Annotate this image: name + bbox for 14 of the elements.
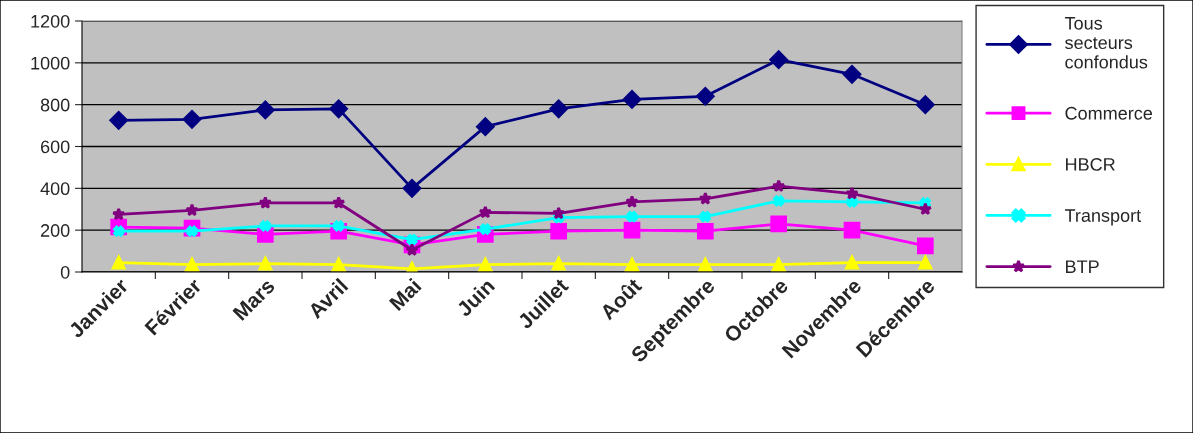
y-tick-label: 1000 xyxy=(31,56,70,70)
y-tick-label: 400 xyxy=(40,182,70,196)
y-tick-label: 1200 xyxy=(31,14,70,28)
y-tick-label: 600 xyxy=(40,140,70,154)
legend-label: BTP xyxy=(1066,260,1099,273)
legend-label: Transport xyxy=(1064,209,1142,226)
legend-label: Tous secteurs confondus xyxy=(1064,17,1148,69)
y-tick-label: 200 xyxy=(40,224,70,237)
y-tick-label: 0 xyxy=(60,265,70,279)
x-tick-label: Juin xyxy=(455,277,496,318)
y-tick-label: 800 xyxy=(40,98,70,112)
x-tick-label: Mai xyxy=(388,277,422,312)
legend-label: Commerce xyxy=(1065,106,1153,120)
legend-label: HBCR xyxy=(1066,158,1115,171)
